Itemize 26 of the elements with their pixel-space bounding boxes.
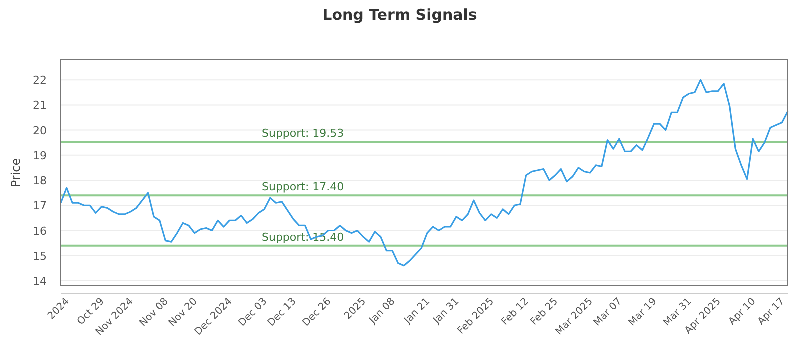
- x-tick-label: Feb 12: [500, 296, 532, 328]
- x-tick-label: Jan 21: [402, 296, 433, 327]
- x-tick-label: Mar 07: [592, 296, 624, 329]
- ref-line-label: Support: 19.53: [262, 127, 344, 140]
- x-tick-label: Mar 19: [626, 296, 660, 329]
- y-tick-label: 22: [33, 74, 47, 88]
- x-tick-label: Apr 10: [726, 296, 758, 328]
- x-tick-label: Apr 17: [756, 296, 788, 328]
- x-tick-label: Feb 25: [528, 296, 560, 328]
- y-tick-label: 16: [33, 224, 47, 238]
- chart-title: Long Term Signals: [322, 6, 478, 24]
- x-tick-label: Dec 26: [300, 296, 334, 330]
- y-tick-label: 19: [33, 149, 47, 162]
- x-tick-label: Jan 08: [366, 296, 398, 327]
- y-tick-label: 17: [33, 200, 47, 213]
- y-tick-label: 14: [33, 274, 47, 288]
- line-series: [60, 79, 789, 267]
- x-tick-label: Jan 31: [430, 296, 462, 327]
- ref-line-label: Support: 17.40: [262, 180, 344, 194]
- y-axis-title: Price: [9, 158, 23, 188]
- ref-line-label: Support: 15.40: [262, 230, 344, 244]
- x-tick-label: Dec 13: [266, 296, 299, 330]
- y-tick-label: 21: [33, 99, 47, 112]
- y-tick-label: 20: [33, 124, 47, 138]
- y-tick-label: 15: [33, 250, 47, 263]
- y-tick-label: 18: [33, 174, 47, 188]
